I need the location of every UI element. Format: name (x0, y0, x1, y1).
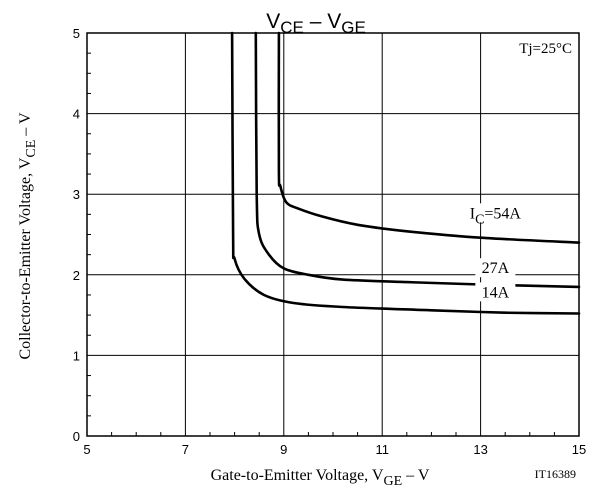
temperature-annotation: Tj=25°C (519, 41, 572, 57)
curve-label: 27A (482, 260, 510, 277)
y-tick-label: 5 (73, 26, 80, 41)
data-curves (230, 31, 581, 315)
tick-labels: 5 7 9 11 13 15 0 1 2 3 4 5 (73, 26, 586, 457)
curve-label-bg (456, 203, 535, 223)
grid-lines (87, 33, 579, 436)
x-tick-label: 5 (83, 442, 90, 457)
x-tick-label: 15 (572, 442, 586, 457)
curve-label-bg (475, 258, 516, 278)
y-tick-label: 0 (73, 429, 80, 444)
x-tick-label: 13 (473, 442, 487, 457)
curve-label: IC=54A (470, 205, 522, 227)
figure-id: IT16389 (535, 467, 576, 481)
x-tick-label: 11 (375, 442, 389, 457)
x-axis-label: Gate-to-Emitter Voltage, VGE – V (211, 467, 430, 489)
y-tick-label: 2 (73, 268, 80, 283)
curve-line (230, 31, 581, 315)
x-tick-label: 9 (280, 442, 287, 457)
y-tick-label: 4 (73, 107, 80, 122)
curve-line (254, 31, 581, 289)
curve-label: 14A (482, 284, 510, 301)
x-tick-label: 7 (182, 442, 189, 457)
y-axis-label: Collector-to-Emitter Voltage, VCE – V (17, 112, 39, 359)
curve-line (277, 31, 581, 244)
plot-frame (86, 32, 580, 437)
curve-label-bg (475, 282, 516, 302)
y-tick-label: 3 (73, 187, 80, 202)
curve-labels: IC=54A 27A 14A (456, 203, 535, 302)
y-tick-label: 1 (73, 348, 80, 363)
